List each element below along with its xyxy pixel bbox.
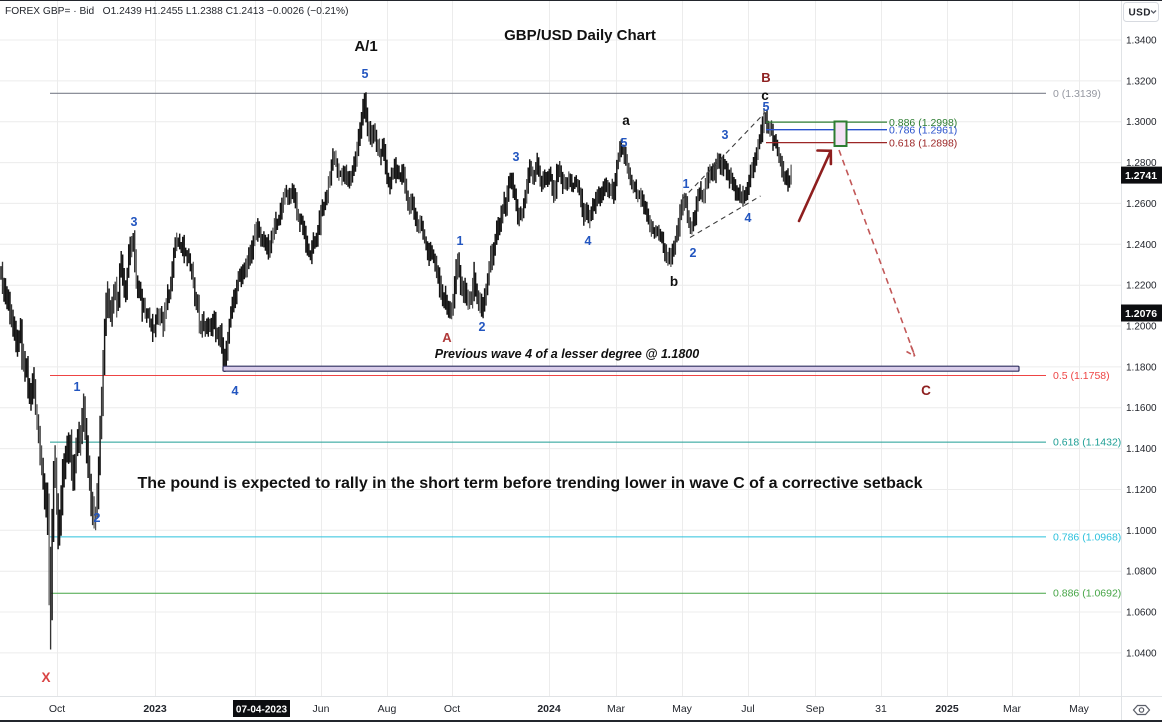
svg-text:2: 2 — [94, 511, 101, 525]
svg-text:1.2800: 1.2800 — [1126, 158, 1157, 169]
svg-text:1: 1 — [74, 380, 81, 394]
svg-text:a: a — [622, 113, 630, 128]
svg-text:1.1000: 1.1000 — [1126, 526, 1157, 537]
svg-text:3: 3 — [131, 215, 138, 229]
svg-text:1: 1 — [683, 177, 690, 191]
svg-text:Sep: Sep — [806, 703, 825, 715]
svg-text:1.2076: 1.2076 — [1125, 308, 1157, 320]
svg-text:1.3200: 1.3200 — [1126, 76, 1157, 87]
svg-text:May: May — [672, 703, 693, 715]
svg-text:1.1600: 1.1600 — [1126, 403, 1157, 414]
svg-text:X: X — [41, 670, 50, 685]
svg-text:1.1800: 1.1800 — [1126, 362, 1157, 373]
svg-text:Aug: Aug — [378, 703, 397, 715]
svg-text:Oct: Oct — [49, 703, 65, 715]
svg-text:5: 5 — [621, 136, 628, 150]
svg-text:Mar: Mar — [1003, 703, 1022, 715]
svg-text:2: 2 — [479, 320, 486, 334]
svg-text:1.2600: 1.2600 — [1126, 199, 1157, 210]
svg-text:1.2741: 1.2741 — [1125, 170, 1157, 182]
svg-text:0.886 (1.0692): 0.886 (1.0692) — [1053, 588, 1121, 600]
svg-text:0.786 (1.2961): 0.786 (1.2961) — [889, 125, 957, 137]
svg-text:2: 2 — [690, 246, 697, 260]
svg-text:Jul: Jul — [741, 703, 754, 715]
svg-text:b: b — [670, 274, 678, 289]
svg-text:A: A — [442, 330, 452, 345]
svg-text:4: 4 — [745, 211, 752, 225]
svg-text:1.0400: 1.0400 — [1126, 648, 1157, 659]
svg-text:B: B — [761, 70, 770, 85]
svg-text:07-04-2023: 07-04-2023 — [236, 705, 288, 716]
svg-text:3: 3 — [513, 150, 520, 164]
svg-text:31: 31 — [875, 703, 887, 715]
svg-text:Jun: Jun — [313, 703, 330, 715]
svg-text:3: 3 — [722, 128, 729, 142]
svg-text:0.618 (1.1432): 0.618 (1.1432) — [1053, 437, 1121, 449]
svg-text:1.0800: 1.0800 — [1126, 567, 1157, 578]
svg-text:Previous wave 4 of a lesser de: Previous wave 4 of a lesser degree @ 1.1… — [435, 347, 699, 361]
svg-text:Oct: Oct — [444, 703, 460, 715]
svg-text:1.0600: 1.0600 — [1126, 608, 1157, 619]
svg-text:2025: 2025 — [935, 703, 959, 715]
svg-text:c: c — [761, 88, 769, 103]
svg-text:1.2200: 1.2200 — [1126, 281, 1157, 292]
svg-text:USD: USD — [1129, 7, 1151, 18]
svg-text:1.1200: 1.1200 — [1126, 485, 1157, 496]
svg-text:1.2400: 1.2400 — [1126, 240, 1157, 251]
svg-text:Mar: Mar — [607, 703, 626, 715]
svg-text:0.786 (1.0968): 0.786 (1.0968) — [1053, 531, 1121, 543]
svg-text:5: 5 — [763, 100, 770, 114]
svg-text:2023: 2023 — [143, 703, 167, 715]
svg-text:5: 5 — [362, 67, 369, 81]
svg-text:C: C — [921, 383, 931, 398]
svg-text:0 (1.3139): 0 (1.3139) — [1053, 88, 1101, 100]
svg-text:1.3400: 1.3400 — [1126, 36, 1157, 47]
svg-text:1: 1 — [457, 234, 464, 248]
svg-text:0.5 (1.1758): 0.5 (1.1758) — [1053, 370, 1110, 382]
svg-text:The pound is expected to rally: The pound is expected to rally in the sh… — [137, 475, 922, 492]
svg-text:4: 4 — [232, 384, 239, 398]
svg-text:0.618 (1.2898): 0.618 (1.2898) — [889, 137, 957, 149]
svg-text:1.2000: 1.2000 — [1126, 322, 1157, 333]
svg-text:1.3000: 1.3000 — [1126, 117, 1157, 128]
svg-text:1.1400: 1.1400 — [1126, 444, 1157, 455]
svg-text:FOREX GBP= · Bid O1.2439 H1.: FOREX GBP= · Bid O1.2439 H1.2455 L1.2388… — [5, 6, 348, 17]
svg-text:A/1: A/1 — [354, 38, 377, 55]
svg-text:GBP/USD Daily Chart: GBP/USD Daily Chart — [504, 27, 656, 44]
svg-text:May: May — [1069, 703, 1090, 715]
svg-text:4: 4 — [585, 234, 592, 248]
svg-text:2024: 2024 — [537, 703, 561, 715]
svg-text:0.886 (1.2998): 0.886 (1.2998) — [889, 117, 957, 129]
